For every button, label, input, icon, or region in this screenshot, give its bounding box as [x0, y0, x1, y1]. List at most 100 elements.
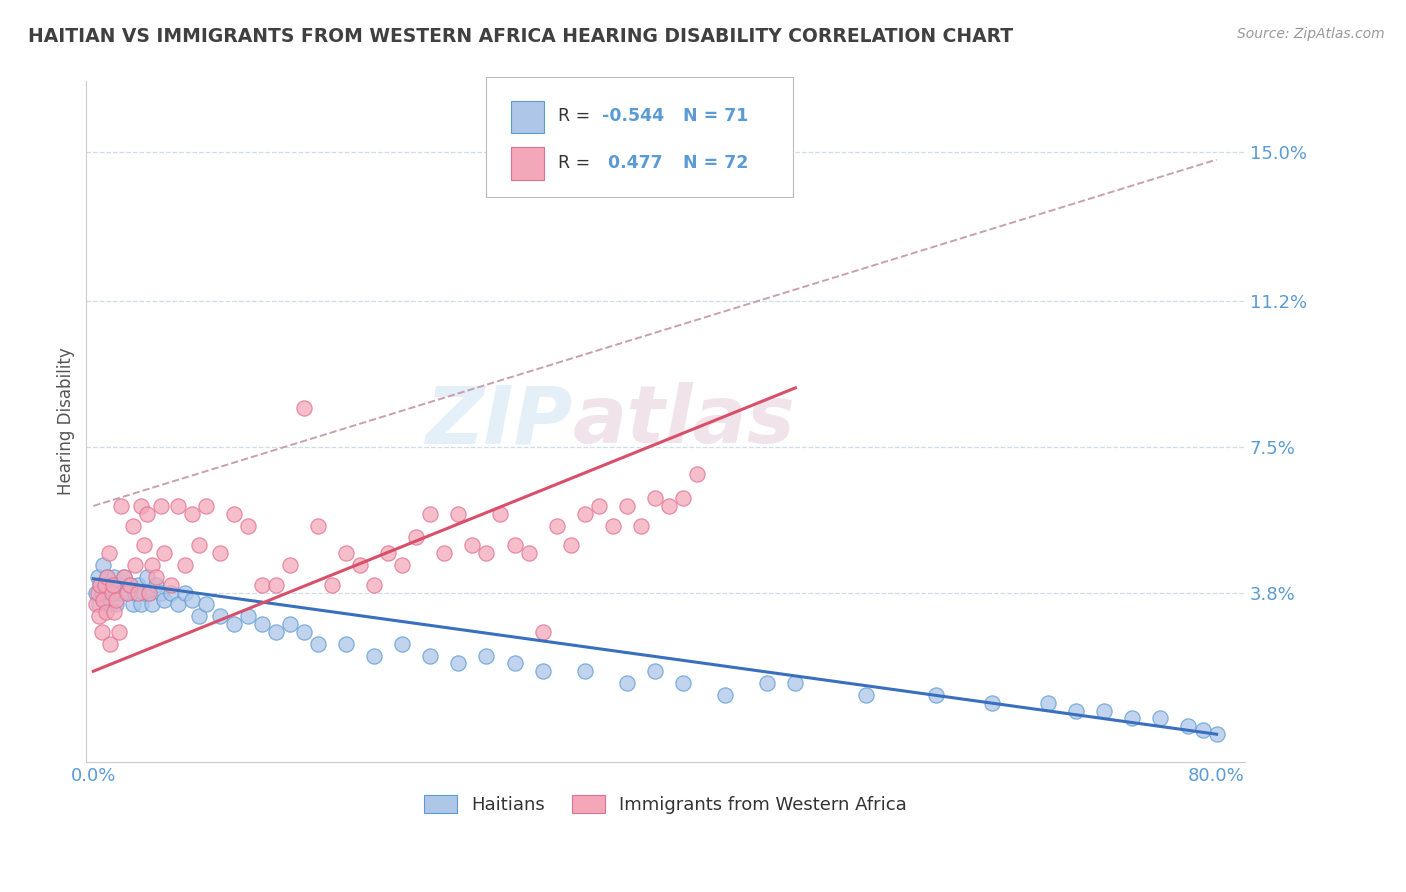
Point	[756, 676, 779, 690]
Point	[194, 598, 217, 612]
Point	[264, 577, 287, 591]
Point	[447, 657, 470, 671]
Point	[194, 499, 217, 513]
Text: Source: ZipAtlas.com: Source: ZipAtlas.com	[1237, 27, 1385, 41]
Text: N = 72: N = 72	[683, 153, 748, 171]
Point	[124, 585, 146, 599]
Point	[112, 570, 135, 584]
Point	[644, 665, 666, 679]
Point	[149, 499, 172, 513]
Point	[118, 577, 141, 591]
Point	[96, 570, 118, 584]
Y-axis label: Hearing Disability: Hearing Disability	[58, 348, 75, 495]
Point	[145, 570, 167, 584]
Point	[98, 598, 121, 612]
Point	[173, 585, 195, 599]
Point	[180, 593, 202, 607]
Point	[475, 546, 498, 560]
Point	[925, 688, 948, 702]
Point	[349, 558, 371, 572]
Point	[475, 648, 498, 663]
Point	[87, 609, 110, 624]
Point	[129, 598, 152, 612]
Point	[152, 546, 174, 560]
Point	[574, 665, 596, 679]
FancyBboxPatch shape	[512, 147, 544, 179]
Point	[138, 585, 160, 599]
Point	[166, 499, 188, 513]
Point	[89, 577, 111, 591]
Point	[1177, 719, 1199, 733]
Point	[644, 491, 666, 505]
Point	[672, 676, 695, 690]
Point	[1191, 723, 1213, 738]
Point	[187, 609, 209, 624]
Point	[86, 570, 108, 584]
Point	[1149, 711, 1171, 725]
Point	[630, 518, 652, 533]
Point	[658, 499, 681, 513]
Point	[236, 609, 259, 624]
Point	[89, 577, 111, 591]
Point	[292, 624, 315, 639]
Point	[419, 507, 441, 521]
Point	[686, 467, 709, 482]
Point	[180, 507, 202, 521]
Legend: Haitians, Immigrants from Western Africa: Haitians, Immigrants from Western Africa	[425, 795, 907, 814]
Text: ZIP: ZIP	[426, 383, 572, 460]
Point	[98, 637, 121, 651]
Point	[335, 546, 357, 560]
Point	[531, 665, 554, 679]
Text: N = 71: N = 71	[683, 107, 748, 125]
Text: R =: R =	[558, 107, 591, 125]
Point	[588, 499, 610, 513]
Point	[132, 538, 155, 552]
Point	[785, 676, 807, 690]
Point	[307, 637, 329, 651]
Point	[141, 598, 163, 612]
Point	[96, 570, 118, 584]
Point	[107, 624, 129, 639]
Point	[187, 538, 209, 552]
Point	[129, 499, 152, 513]
Point	[264, 624, 287, 639]
Point	[250, 617, 273, 632]
Point	[1092, 704, 1115, 718]
Point	[222, 617, 245, 632]
Point	[101, 585, 124, 599]
Point	[517, 546, 540, 560]
Point	[152, 593, 174, 607]
Point	[87, 598, 110, 612]
Point	[121, 518, 143, 533]
Point	[503, 538, 526, 552]
Point	[447, 507, 470, 521]
Point	[714, 688, 737, 702]
Point	[546, 518, 568, 533]
Point	[278, 617, 301, 632]
Point	[672, 491, 695, 505]
Point	[112, 570, 135, 584]
Point	[93, 593, 115, 607]
Point	[124, 558, 146, 572]
Point	[100, 577, 122, 591]
Point	[531, 624, 554, 639]
Text: HAITIAN VS IMMIGRANTS FROM WESTERN AFRICA HEARING DISABILITY CORRELATION CHART: HAITIAN VS IMMIGRANTS FROM WESTERN AFRIC…	[28, 27, 1014, 45]
FancyBboxPatch shape	[486, 78, 793, 196]
Point	[250, 577, 273, 591]
Point	[461, 538, 484, 552]
Point	[391, 637, 413, 651]
Point	[602, 518, 624, 533]
Point	[560, 538, 582, 552]
Point	[391, 558, 413, 572]
Point	[107, 577, 129, 591]
Point	[110, 499, 132, 513]
Point	[121, 598, 143, 612]
Point	[419, 648, 441, 663]
Point	[101, 577, 124, 591]
Point	[103, 605, 125, 619]
Text: atlas: atlas	[572, 383, 796, 460]
Point	[307, 518, 329, 533]
Point	[86, 585, 108, 599]
Point	[489, 507, 512, 521]
Point	[222, 507, 245, 521]
